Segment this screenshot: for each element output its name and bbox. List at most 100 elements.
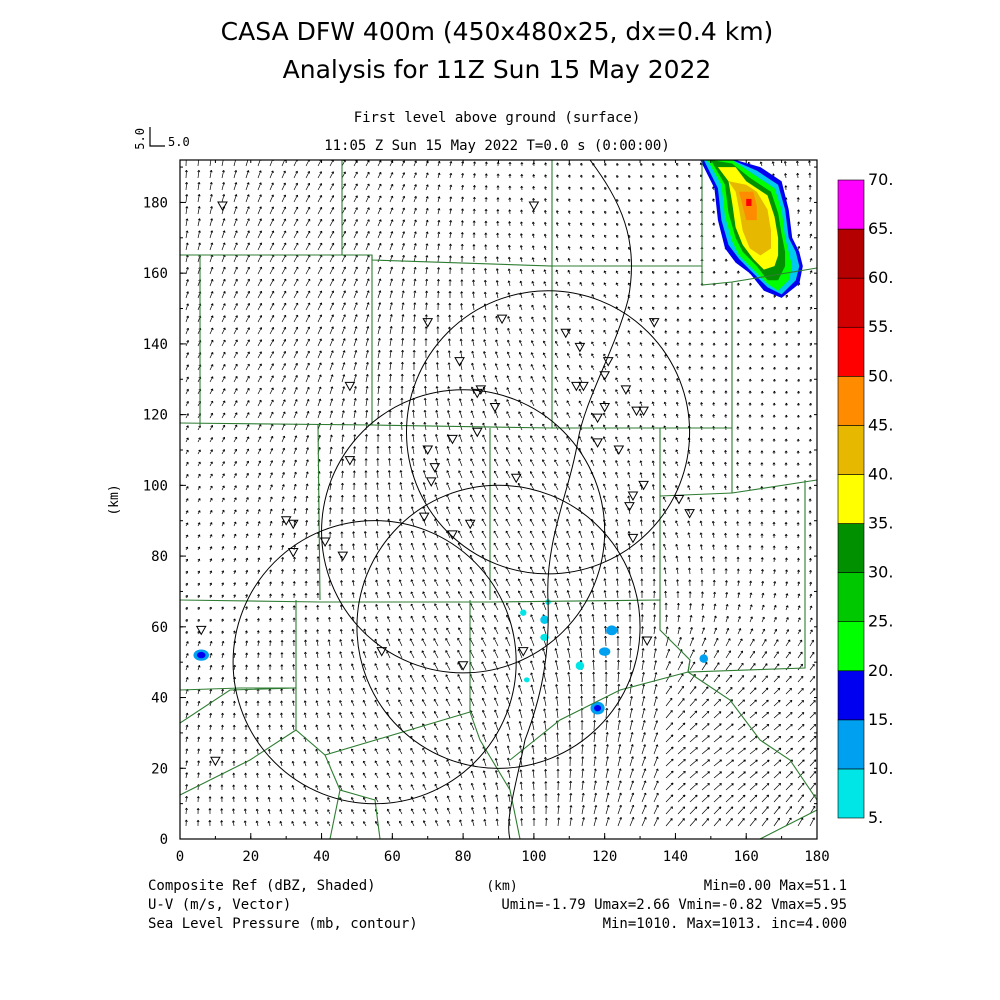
station-marker: [684, 509, 695, 519]
colorbar-swatch: [837, 719, 865, 770]
sea-level-pressure-contour: [508, 160, 632, 839]
echo-12: [699, 654, 709, 663]
station-marker: [592, 438, 603, 448]
footer-field-wind: U-V (m/s, Vector): [148, 897, 291, 913]
station-marker: [648, 318, 660, 328]
y-tick-label: 120: [143, 408, 168, 424]
station-marker: [195, 625, 207, 636]
colorbar: 5. 10. 15. 20. 25. 30. 35. 40. 45. 50. 55. 60. 65. 70…: [837, 170, 893, 827]
radar-ring-0: [232, 520, 517, 805]
station-marker: [344, 381, 356, 392]
echo-5: [594, 704, 602, 712]
x-tick-label: 80: [455, 849, 472, 865]
colorbar-label: 10.: [868, 759, 893, 778]
station-marker: [475, 385, 487, 395]
colorbar-swatch: [837, 277, 865, 328]
storm-layer-7: [746, 198, 752, 206]
colorbar-swatch: [837, 572, 865, 622]
subtitle-level: First level above ground (surface): [354, 110, 641, 126]
station-marker: [422, 318, 434, 328]
station-marker: [638, 406, 649, 417]
colorbar-label: 45.: [868, 415, 893, 434]
colorbar-swatch: [837, 376, 865, 426]
colorbar-swatch: [837, 425, 865, 475]
y-axis: 0 20 40 60 80 100 120 140 160 180: [143, 166, 817, 848]
colorbar-label: 60.: [868, 268, 893, 287]
station-marker: [627, 491, 639, 501]
station-marker: [337, 551, 349, 562]
station-marker: [592, 413, 603, 424]
x-axis: 0 20 40 60 80 100 120 140 160 180: [176, 160, 830, 865]
colorbar-label: 30.: [868, 563, 893, 582]
x-tick-label: 20: [242, 849, 259, 865]
colorbar-swatch: [837, 474, 865, 524]
station-marker: [376, 647, 388, 657]
station-marker: [217, 201, 228, 211]
footer-stats-pressure: Min=1010. Max=1013. inc=4.000: [603, 916, 847, 932]
footer-field-reflectivity: Composite Ref (dBZ, Shaded): [148, 878, 376, 894]
y-tick-label: 0: [160, 832, 168, 848]
colorbar-swatch: [837, 768, 865, 819]
footer-stats-wind: Umin=-1.79 Umax=2.66 Vmin=-0.82 Vmax=5.9…: [501, 897, 847, 913]
x-tick-label: 100: [521, 849, 546, 865]
colorbar-label: 15.: [868, 710, 893, 729]
colorbar-swatch: [837, 670, 865, 721]
x-axis-label: (km): [486, 879, 517, 894]
station-marker: [447, 434, 458, 445]
station-marker: [631, 406, 642, 417]
station-marker: [457, 661, 469, 671]
station-marker: [571, 381, 582, 392]
station-marker: [210, 756, 221, 767]
title-line-1: CASA DFW 400m (450x480x25, dx=0.4 km): [221, 17, 774, 46]
station-marker: [425, 477, 437, 487]
station-marker: [528, 201, 540, 211]
footer-stats-reflectivity: Min=0.00 Max=51.1: [704, 878, 847, 894]
station-marker: [560, 328, 572, 339]
station-marker: [599, 371, 611, 381]
vector-key: 5.0 5.0: [133, 127, 190, 150]
y-tick-label: 60: [151, 620, 168, 636]
colorbar-swatch: [837, 326, 865, 377]
echo-1: [196, 651, 206, 659]
colorbar-label: 5.: [868, 808, 883, 827]
station-marker: [280, 516, 292, 526]
station-marker: [641, 636, 653, 646]
radar-ring-3: [405, 290, 691, 575]
x-tick-label: 120: [592, 849, 617, 865]
station-markers: [195, 201, 695, 767]
station-marker: [496, 314, 508, 325]
vector-key-label: 5.0: [168, 135, 190, 149]
vector-key-vertical-label: 5.0: [133, 128, 147, 150]
x-tick-label: 160: [734, 849, 759, 865]
station-marker: [673, 495, 685, 505]
station-marker: [613, 445, 625, 456]
station-marker: [489, 403, 501, 413]
footer-field-pressure: Sea Level Pressure (mb, contour): [148, 916, 418, 932]
y-tick-label: 140: [143, 337, 168, 353]
title-line-2: Analysis for 11Z Sun 15 May 2022: [283, 55, 712, 84]
radar-ring-1: [356, 484, 641, 769]
y-axis-label: (km): [107, 484, 122, 515]
colorbar-label: 55.: [868, 317, 893, 336]
echo-2: [606, 625, 618, 636]
colorbar-label: 65.: [868, 219, 893, 238]
station-marker: [517, 647, 529, 657]
plot-frame: [179, 159, 818, 840]
station-marker: [287, 519, 299, 530]
colorbar-swatch: [837, 179, 865, 230]
reflectivity-echoes: [193, 599, 709, 715]
station-marker: [319, 537, 331, 547]
reflectivity-storm-cell: [700, 160, 803, 298]
y-tick-label: 80: [151, 549, 168, 565]
station-marker: [429, 463, 441, 473]
y-tick-label: 180: [143, 195, 168, 211]
station-marker: [464, 519, 476, 530]
x-tick-label: 180: [804, 849, 829, 865]
colorbar-swatch: [837, 523, 865, 573]
station-marker: [620, 385, 632, 395]
station-marker: [574, 342, 586, 353]
echo-10: [520, 609, 527, 616]
station-marker: [454, 357, 465, 367]
colorbar-swatch: [837, 621, 865, 672]
station-marker: [627, 533, 639, 544]
